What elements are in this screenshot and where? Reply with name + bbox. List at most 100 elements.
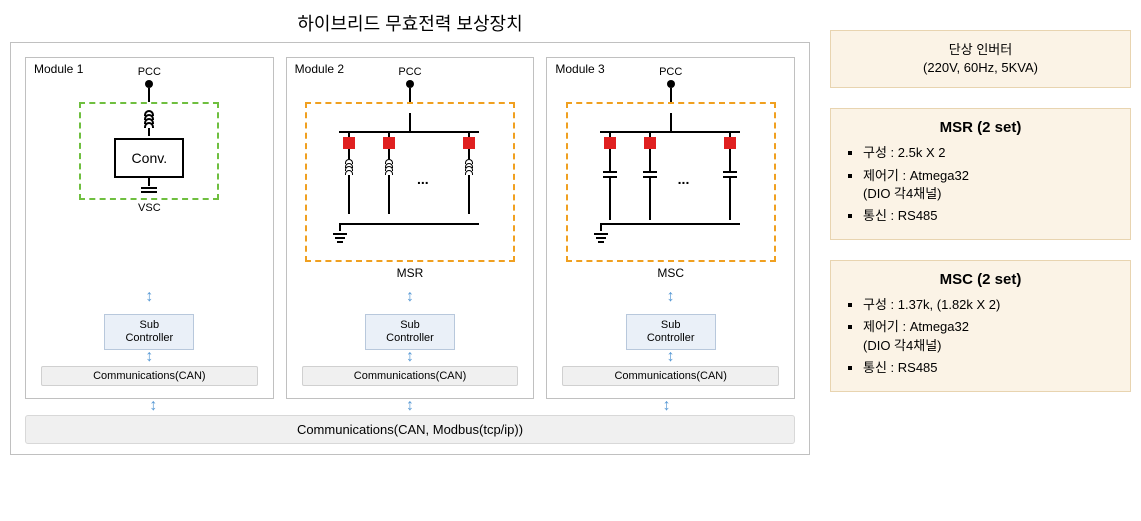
- device-type-label: MSR: [397, 266, 424, 280]
- inductor-icon: [142, 110, 156, 128]
- switch-icon: [463, 137, 475, 149]
- pcc-node-icon: [145, 80, 153, 88]
- wire-icon: [468, 149, 470, 159]
- bottom-arrows: ↕ ↕ ↕: [25, 399, 795, 413]
- wire-icon: [388, 149, 390, 159]
- module-comm: Communications(CAN): [562, 366, 779, 386]
- left-panel: 하이브리드 무효전력 보상장치 Module 1 PCC: [10, 10, 810, 455]
- updown-arrow-icon: ↕: [406, 401, 414, 411]
- wire-icon: [670, 113, 672, 131]
- wire-icon: [409, 88, 411, 102]
- switch-icon: [343, 137, 355, 149]
- wire-icon: [609, 149, 611, 171]
- page: 하이브리드 무효전력 보상장치 Module 1 PCC: [10, 10, 1131, 455]
- module-comm: Communications(CAN): [41, 366, 258, 386]
- wire-icon: [729, 149, 731, 171]
- capacitor-branch: [638, 131, 662, 220]
- inductor-icon: [462, 159, 476, 175]
- msc-list: 구성 : 1.37k, (1.82k X 2) 제어기 : Atmega32 (…: [845, 296, 1116, 377]
- diagram-title: 하이브리드 무효전력 보상장치: [10, 10, 810, 36]
- bottom-comm: Communications(CAN, Modbus(tcp/ip)): [25, 415, 795, 444]
- module-3: Module 3 PCC: [546, 57, 795, 399]
- updown-arrow-icon: ↕: [406, 292, 414, 302]
- bus-wire-icon: [339, 223, 479, 225]
- wire-icon: [409, 113, 411, 131]
- list-item: 구성 : 2.5k X 2: [863, 144, 1116, 162]
- inductor-icon: [382, 159, 396, 175]
- wire-icon: [348, 149, 350, 159]
- wire-icon: [649, 149, 651, 171]
- ground-icon: [594, 223, 608, 243]
- device-type-label: MSC: [657, 266, 684, 280]
- wire-icon: [348, 175, 350, 214]
- pcc-label: PCC: [659, 66, 682, 78]
- pcc-label: PCC: [398, 66, 421, 78]
- reactor-branch: [457, 131, 481, 214]
- device-type-label: VSC: [138, 202, 161, 214]
- wire-icon: [388, 175, 390, 214]
- wire-icon: [670, 88, 672, 102]
- outer-frame: Module 1 PCC Conv.: [10, 42, 810, 455]
- wire-icon: [468, 175, 470, 214]
- updown-arrow-icon: ↕: [145, 352, 153, 362]
- wire-icon: [148, 178, 150, 186]
- wire-icon: [649, 178, 651, 220]
- msr-box: ...: [305, 102, 515, 262]
- updown-arrow-icon: ↕: [663, 401, 671, 411]
- msc-box: ...: [566, 102, 776, 262]
- sub-controller: Sub Controller: [365, 314, 455, 350]
- updown-arrow-icon: ↕: [406, 352, 414, 362]
- reactor-branch: [337, 131, 361, 214]
- module-label: Module 3: [555, 62, 604, 76]
- list-item: 통신 : RS485: [863, 359, 1116, 377]
- updown-arrow-icon: ↕: [667, 292, 675, 302]
- capacitor-icon: [141, 186, 157, 194]
- vsc-box: Conv.: [79, 102, 219, 200]
- module-2: Module 2 PCC: [286, 57, 535, 399]
- msr-list: 구성 : 2.5k X 2 제어기 : Atmega32 (DIO 각4채널) …: [845, 144, 1116, 225]
- updown-arrow-icon: ↕: [145, 292, 153, 302]
- vsc-device: Conv. VSC: [34, 80, 265, 290]
- capacitor-bank: ...: [586, 127, 756, 237]
- msr-title: MSR (2 set): [845, 119, 1116, 136]
- switch-icon: [383, 137, 395, 149]
- msr-device: ...: [295, 80, 526, 290]
- module-1: Module 1 PCC Conv.: [25, 57, 274, 399]
- ellipsis-label: ...: [417, 171, 429, 187]
- inverter-card: 단상 인버터 (220V, 60Hz, 5KVA): [830, 30, 1131, 88]
- pcc-node-icon: [667, 80, 675, 88]
- module-label: Module 1: [34, 62, 83, 76]
- inductor-icon: [342, 159, 356, 175]
- switch-icon: [644, 137, 656, 149]
- updown-arrow-icon: ↕: [667, 352, 675, 362]
- ellipsis-label: ...: [678, 171, 690, 187]
- switch-icon: [724, 137, 736, 149]
- reactor-bank: ...: [325, 127, 495, 237]
- wire-icon: [148, 88, 150, 102]
- module-comm: Communications(CAN): [302, 366, 519, 386]
- converter-block: Conv.: [114, 138, 184, 178]
- list-item: 제어기 : Atmega32 (DIO 각4채널): [863, 167, 1116, 203]
- msc-card: MSC (2 set) 구성 : 1.37k, (1.82k X 2) 제어기 …: [830, 260, 1131, 392]
- module-label: Module 2: [295, 62, 344, 76]
- sub-controller-label: Sub Controller: [386, 319, 434, 344]
- wire-icon: [729, 178, 731, 220]
- reactor-branch: [377, 131, 401, 214]
- sub-controller: Sub Controller: [104, 314, 194, 350]
- inverter-line2: (220V, 60Hz, 5KVA): [845, 59, 1116, 77]
- modules-row: Module 1 PCC Conv.: [25, 57, 795, 399]
- inverter-line1: 단상 인버터: [845, 41, 1116, 59]
- capacitor-icon: [643, 171, 657, 178]
- ground-icon: [333, 223, 347, 243]
- capacitor-icon: [603, 171, 617, 178]
- sub-controller: Sub Controller: [626, 314, 716, 350]
- capacitor-branch: [598, 131, 622, 220]
- sub-controller-label: Sub Controller: [125, 319, 173, 344]
- switch-icon: [604, 137, 616, 149]
- msc-device: ...: [555, 80, 786, 290]
- wire-icon: [609, 178, 611, 220]
- list-item: 제어기 : Atmega32 (DIO 각4채널): [863, 318, 1116, 354]
- msr-card: MSR (2 set) 구성 : 2.5k X 2 제어기 : Atmega32…: [830, 108, 1131, 240]
- right-panel: 단상 인버터 (220V, 60Hz, 5KVA) MSR (2 set) 구성…: [830, 10, 1131, 455]
- capacitor-icon: [723, 171, 737, 178]
